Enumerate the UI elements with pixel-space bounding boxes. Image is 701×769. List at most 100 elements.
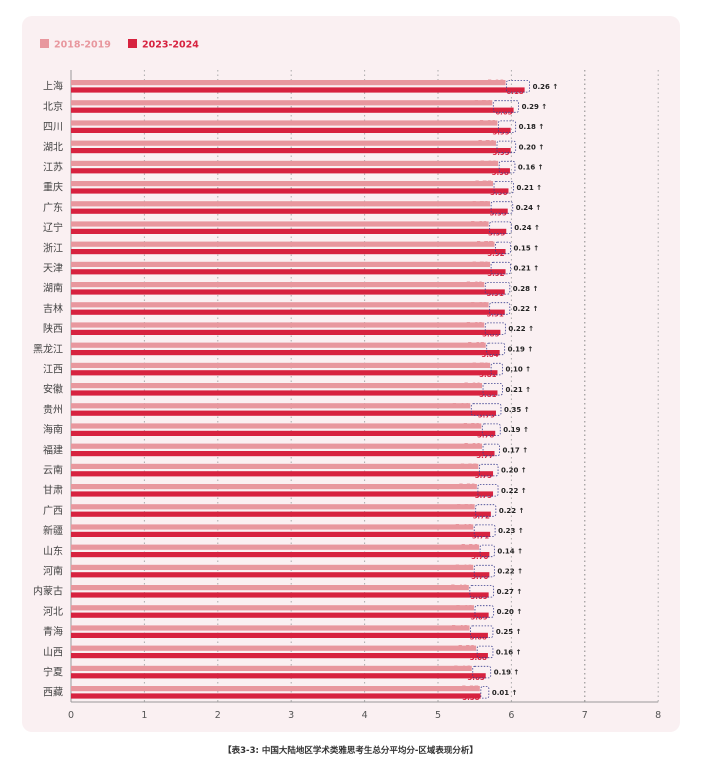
difference-bracket — [493, 181, 514, 194]
difference-bracket — [481, 423, 501, 436]
difference-label: 0.16 ↑ — [518, 164, 544, 172]
difference-label: 0.28 ↑ — [513, 285, 539, 293]
category-label: 重庆 — [43, 181, 63, 194]
value-label-2018-2019: 5.56 — [461, 543, 478, 551]
value-label-2023-2024: 5.70 — [471, 553, 488, 561]
bar-2023-2024 — [71, 269, 506, 275]
difference-bracket — [496, 140, 517, 154]
difference-bracket — [506, 80, 531, 93]
bar-2023-2024 — [71, 410, 496, 416]
bar-2018-2019 — [71, 645, 477, 651]
value-label-2018-2019: 5.44 — [452, 402, 469, 410]
difference-label: 0.15 ↑ — [514, 244, 540, 252]
x-tick-label: 7 — [582, 710, 588, 721]
bar-2023-2024 — [71, 148, 511, 154]
bar-2018-2019 — [71, 443, 483, 449]
difference-bracket — [490, 362, 503, 376]
difference-bracket — [478, 463, 499, 477]
bar-2023-2024 — [71, 531, 491, 537]
value-label-2018-2019: 5.65 — [467, 341, 484, 349]
bar-2023-2024 — [71, 471, 494, 477]
difference-bracket — [480, 686, 490, 699]
category-label: 吉林 — [43, 302, 63, 315]
bar-2023-2024 — [71, 572, 490, 578]
category-label: 宁夏 — [43, 666, 63, 679]
category-label: 山东 — [43, 544, 63, 557]
bar-2018-2019 — [71, 282, 485, 288]
difference-label: 0.21 ↑ — [516, 184, 542, 192]
difference-bracket — [479, 544, 495, 558]
bar-2023-2024 — [71, 168, 510, 174]
difference-label: 0.23 ↑ — [498, 527, 524, 535]
difference-bracket — [490, 201, 514, 214]
x-tick-label: 4 — [362, 710, 368, 721]
category-label: 湖北 — [43, 141, 63, 153]
value-label-2018-2019: 5.77 — [476, 240, 493, 248]
value-label-2018-2019: 5.48 — [455, 563, 472, 571]
category-label: 天津 — [43, 263, 63, 275]
difference-bracket — [486, 342, 506, 356]
difference-label: 0.22 ↑ — [508, 325, 534, 333]
value-label-2018-2019: 5.63 — [466, 281, 483, 289]
x-tick-label: 6 — [508, 710, 514, 721]
category-label: 青海 — [43, 625, 63, 638]
value-label-2018-2019: 5.43 — [451, 624, 468, 632]
difference-label: 0.16 ↑ — [496, 648, 522, 656]
value-label-2023-2024: 5.69 — [470, 613, 487, 621]
bar-2023-2024 — [71, 612, 489, 618]
category-label: 安徽 — [43, 383, 63, 396]
difference-label: 0.20 ↑ — [501, 467, 527, 475]
category-label: 黑龙江 — [33, 342, 63, 355]
value-label-2023-2024: 5.92 — [487, 270, 504, 278]
value-label-2023-2024: 5.70 — [471, 573, 488, 581]
category-label: 河南 — [43, 565, 63, 578]
value-label-2018-2019: 5.82 — [480, 159, 497, 167]
value-label-2018-2019: 5.57 — [462, 685, 479, 693]
bar-2018-2019 — [71, 362, 491, 368]
bar-2018-2019 — [71, 80, 506, 86]
category-label: 贵州 — [43, 403, 63, 416]
bar-2018-2019 — [71, 160, 499, 166]
bar-2018-2019 — [71, 201, 491, 207]
category-label: 河北 — [43, 606, 63, 618]
bar-2023-2024 — [71, 511, 491, 517]
difference-label: 0.24 ↑ — [516, 204, 542, 212]
bar-2018-2019 — [71, 504, 475, 510]
difference-label: 0.22 ↑ — [501, 487, 527, 495]
bar-2023-2024 — [71, 653, 488, 659]
value-label-2018-2019: 5.79 — [478, 139, 495, 147]
x-tick-label: 5 — [435, 710, 441, 721]
difference-label: 0.20 ↑ — [519, 143, 545, 151]
category-label: 辽宁 — [43, 221, 63, 234]
value-label-2023-2024: 5.75 — [475, 472, 492, 480]
category-label: 江苏 — [43, 161, 63, 174]
difference-label: 0.22 ↑ — [497, 568, 523, 576]
difference-bracket — [492, 100, 520, 113]
value-label-2018-2019: 5.48 — [455, 523, 472, 531]
value-label-2023-2024: 6.03 — [495, 108, 512, 116]
legend-swatch-2023-2024 — [128, 39, 137, 48]
bar-2023-2024 — [71, 107, 514, 113]
bar-2023-2024 — [71, 592, 489, 598]
category-label: 甘肃 — [43, 484, 63, 497]
difference-bracket — [474, 605, 495, 618]
difference-bracket — [484, 282, 511, 295]
bar-2018-2019 — [71, 564, 474, 570]
value-label-2018-2019: 5.69 — [470, 220, 487, 228]
x-tick-label: 0 — [68, 710, 74, 721]
bar-2018-2019 — [71, 484, 477, 490]
value-label-2018-2019: 5.59 — [463, 422, 480, 430]
bar-2018-2019 — [71, 544, 480, 550]
difference-label: 0.21 ↑ — [505, 386, 531, 394]
value-label-2023-2024: 5.81 — [479, 371, 496, 379]
difference-bracket — [490, 261, 511, 275]
difference-bracket — [498, 160, 516, 174]
value-label-2018-2019: 5.55 — [460, 462, 477, 470]
bar-2018-2019 — [71, 120, 498, 126]
value-label-2023-2024: 5.72 — [473, 512, 490, 520]
bar-2023-2024 — [71, 350, 500, 356]
difference-bracket — [484, 322, 506, 335]
bar-2018-2019 — [71, 342, 486, 348]
value-label-2018-2019: 5.71 — [472, 361, 489, 369]
